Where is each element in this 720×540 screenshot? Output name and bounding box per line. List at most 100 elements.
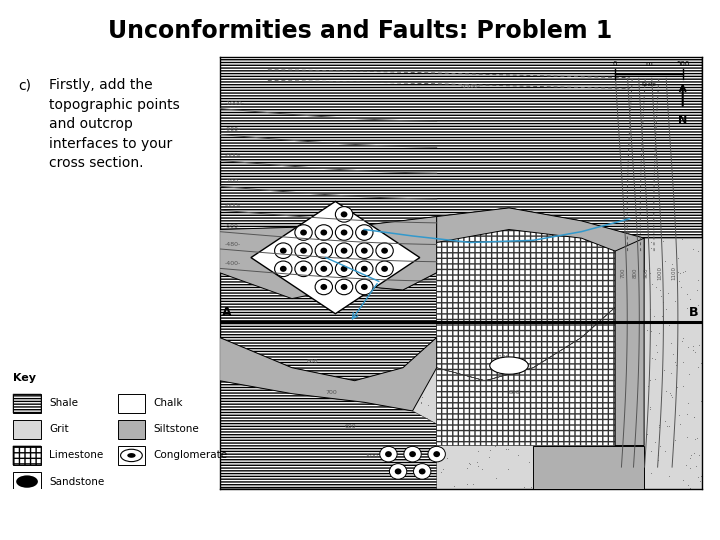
- Point: [292, 355, 303, 364]
- Point: [348, 130, 360, 138]
- Point: [412, 69, 423, 77]
- Point: [256, 192, 267, 201]
- Point: [665, 390, 677, 399]
- Point: [446, 248, 458, 256]
- Point: [627, 160, 639, 168]
- Point: [371, 302, 382, 311]
- Point: [342, 62, 354, 70]
- Point: [439, 240, 451, 249]
- Text: -900-: -900-: [225, 127, 240, 132]
- Point: [507, 265, 518, 274]
- Point: [518, 314, 529, 322]
- Point: [468, 127, 480, 136]
- Point: [495, 187, 507, 196]
- Point: [680, 87, 691, 96]
- Point: [331, 170, 343, 179]
- Point: [491, 245, 503, 254]
- Point: [239, 183, 251, 191]
- Point: [482, 245, 494, 254]
- Point: [649, 319, 660, 327]
- Point: [486, 283, 498, 292]
- Point: [652, 348, 663, 356]
- Point: [662, 289, 673, 298]
- Point: [450, 233, 462, 242]
- Point: [480, 380, 491, 389]
- Point: [689, 104, 701, 112]
- Text: Limestone: Limestone: [49, 450, 103, 461]
- Point: [615, 147, 626, 156]
- Point: [351, 415, 362, 424]
- Point: [518, 157, 529, 166]
- Point: [678, 82, 689, 91]
- Circle shape: [120, 449, 143, 462]
- Point: [231, 185, 243, 194]
- Point: [462, 223, 474, 232]
- Point: [467, 480, 479, 488]
- Point: [655, 393, 667, 401]
- Circle shape: [341, 284, 348, 290]
- Point: [385, 322, 397, 331]
- Point: [474, 382, 486, 391]
- Point: [688, 413, 700, 421]
- Point: [627, 247, 639, 255]
- Point: [332, 379, 343, 387]
- Point: [642, 134, 653, 143]
- Point: [256, 430, 268, 438]
- Point: [539, 345, 550, 353]
- Point: [254, 343, 266, 352]
- Point: [316, 87, 328, 96]
- Point: [270, 312, 282, 320]
- Point: [270, 339, 282, 347]
- Point: [264, 337, 276, 346]
- Point: [328, 56, 340, 65]
- Circle shape: [280, 248, 287, 254]
- Point: [338, 303, 349, 312]
- Point: [415, 226, 426, 235]
- Point: [419, 159, 431, 168]
- Point: [500, 445, 511, 454]
- Point: [269, 319, 281, 328]
- Point: [539, 378, 550, 387]
- Point: [402, 347, 413, 356]
- Point: [398, 267, 410, 276]
- Point: [388, 90, 400, 98]
- Circle shape: [320, 230, 327, 235]
- Point: [276, 334, 287, 343]
- Point: [644, 66, 656, 75]
- Point: [490, 319, 501, 328]
- Point: [551, 397, 562, 406]
- Point: [451, 384, 462, 393]
- Point: [379, 96, 390, 105]
- Point: [580, 449, 592, 458]
- Point: [482, 377, 493, 386]
- Point: [635, 64, 647, 73]
- Point: [598, 313, 610, 321]
- Point: [692, 144, 703, 153]
- Point: [328, 83, 340, 92]
- Point: [276, 140, 287, 149]
- Point: [477, 195, 489, 204]
- Circle shape: [336, 207, 353, 222]
- Point: [433, 64, 445, 72]
- Point: [456, 421, 467, 430]
- Point: [609, 316, 621, 325]
- Point: [391, 103, 402, 111]
- Point: [379, 366, 391, 375]
- Point: [416, 414, 428, 423]
- Point: [315, 296, 327, 305]
- Text: 0: 0: [613, 61, 618, 67]
- Point: [623, 334, 634, 342]
- Point: [530, 59, 541, 68]
- Point: [406, 448, 418, 456]
- Point: [231, 334, 243, 343]
- Point: [333, 53, 345, 62]
- Point: [462, 274, 473, 282]
- Point: [675, 420, 686, 428]
- Circle shape: [295, 261, 312, 276]
- Point: [609, 316, 621, 325]
- Point: [484, 303, 495, 312]
- Point: [426, 140, 437, 149]
- Point: [334, 378, 346, 387]
- Point: [349, 413, 361, 421]
- Point: [659, 366, 670, 374]
